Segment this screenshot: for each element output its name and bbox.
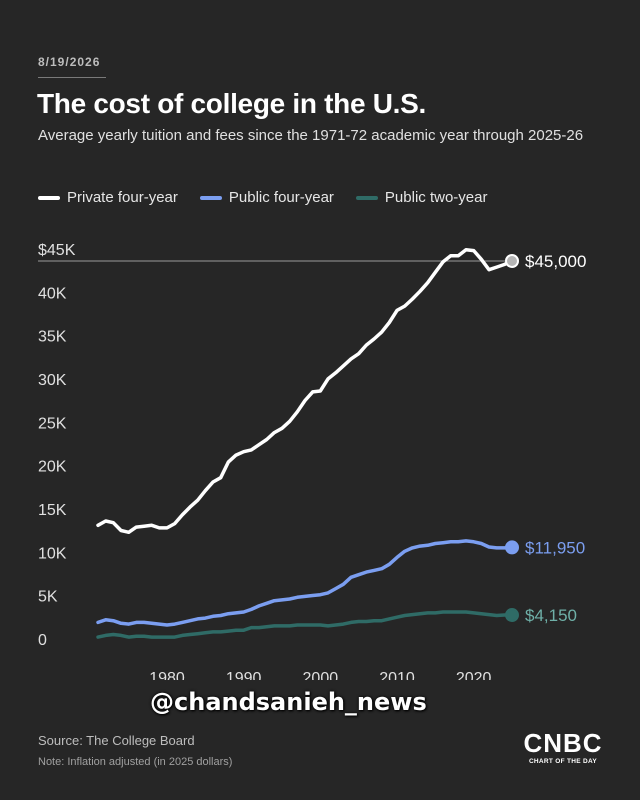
y-tick-label: 40K [38,285,67,302]
y-tick-label: 20K [38,459,67,476]
date-divider [38,77,106,78]
y-tick-label: 25K [38,415,67,432]
legend-label-public-two-year: Public two-year [384,189,488,206]
x-tick-label: 2010 [379,670,415,680]
legend-item-public-four-year: Public four-year [199,189,334,206]
x-tick-label: 1980 [149,670,185,680]
series-end-label: $4,150 [525,606,577,625]
series-line-1 [96,539,514,627]
y-tick-label: 0 [38,632,47,649]
cnbc-logo: CNBC [523,728,603,758]
y-tick-label: 30K [38,372,67,389]
series-end-marker [505,608,519,623]
chart-title: The cost of college in the U.S. [37,88,426,119]
series-end-label: $11,950 [525,538,585,557]
series-line-0 [96,247,514,535]
chart-of-the-day-label: CHART OF THE DAY [528,758,598,765]
legend-label-private: Private four-year [67,189,178,206]
legend-swatch-private [38,195,60,200]
x-tick-label: 2000 [303,670,339,680]
inflation-note: Note: Inflation adjusted (in 2025 dollar… [38,756,233,768]
cnbc-brand: CNBC CHART OF THE DAY [522,730,604,765]
y-tick-label: 10K [38,545,67,562]
y-tick-label: 15K [38,502,67,519]
y-tick-label: 35K [38,329,67,346]
series-end-marker [505,254,519,268]
chart-subtitle: Average yearly tuition and fees since th… [38,127,584,144]
series-end-marker [505,540,519,555]
legend-swatch-public-four-year [199,195,222,200]
source-note: Source: The College Board [38,733,195,748]
chart-date: 8/19/2026 [38,55,101,69]
series-end-label: $45,000 [525,252,586,271]
legend-label-public-four-year: Public four-year [228,189,334,206]
watermark-handle: @chandsanieh_news [150,688,427,716]
legend-swatch-public-two-year [355,195,378,200]
y-tick-label: 5K [38,589,58,606]
legend-item-public-two-year: Public two-year [355,189,488,206]
tuition-line-chart: 0 5K 10K 15K 20K 25K 30K 35K 40K $45K 1980 1990 2000… [38,242,586,680]
x-tick-label: 1990 [226,670,262,680]
y-tick-label: $45K [38,242,76,259]
chart-legend: Private four-year Public four-year Publi… [38,189,509,206]
series-line-2 [96,610,514,639]
x-tick-label: 2020 [456,670,492,680]
legend-item-private-four-year: Private four-year [38,189,178,206]
